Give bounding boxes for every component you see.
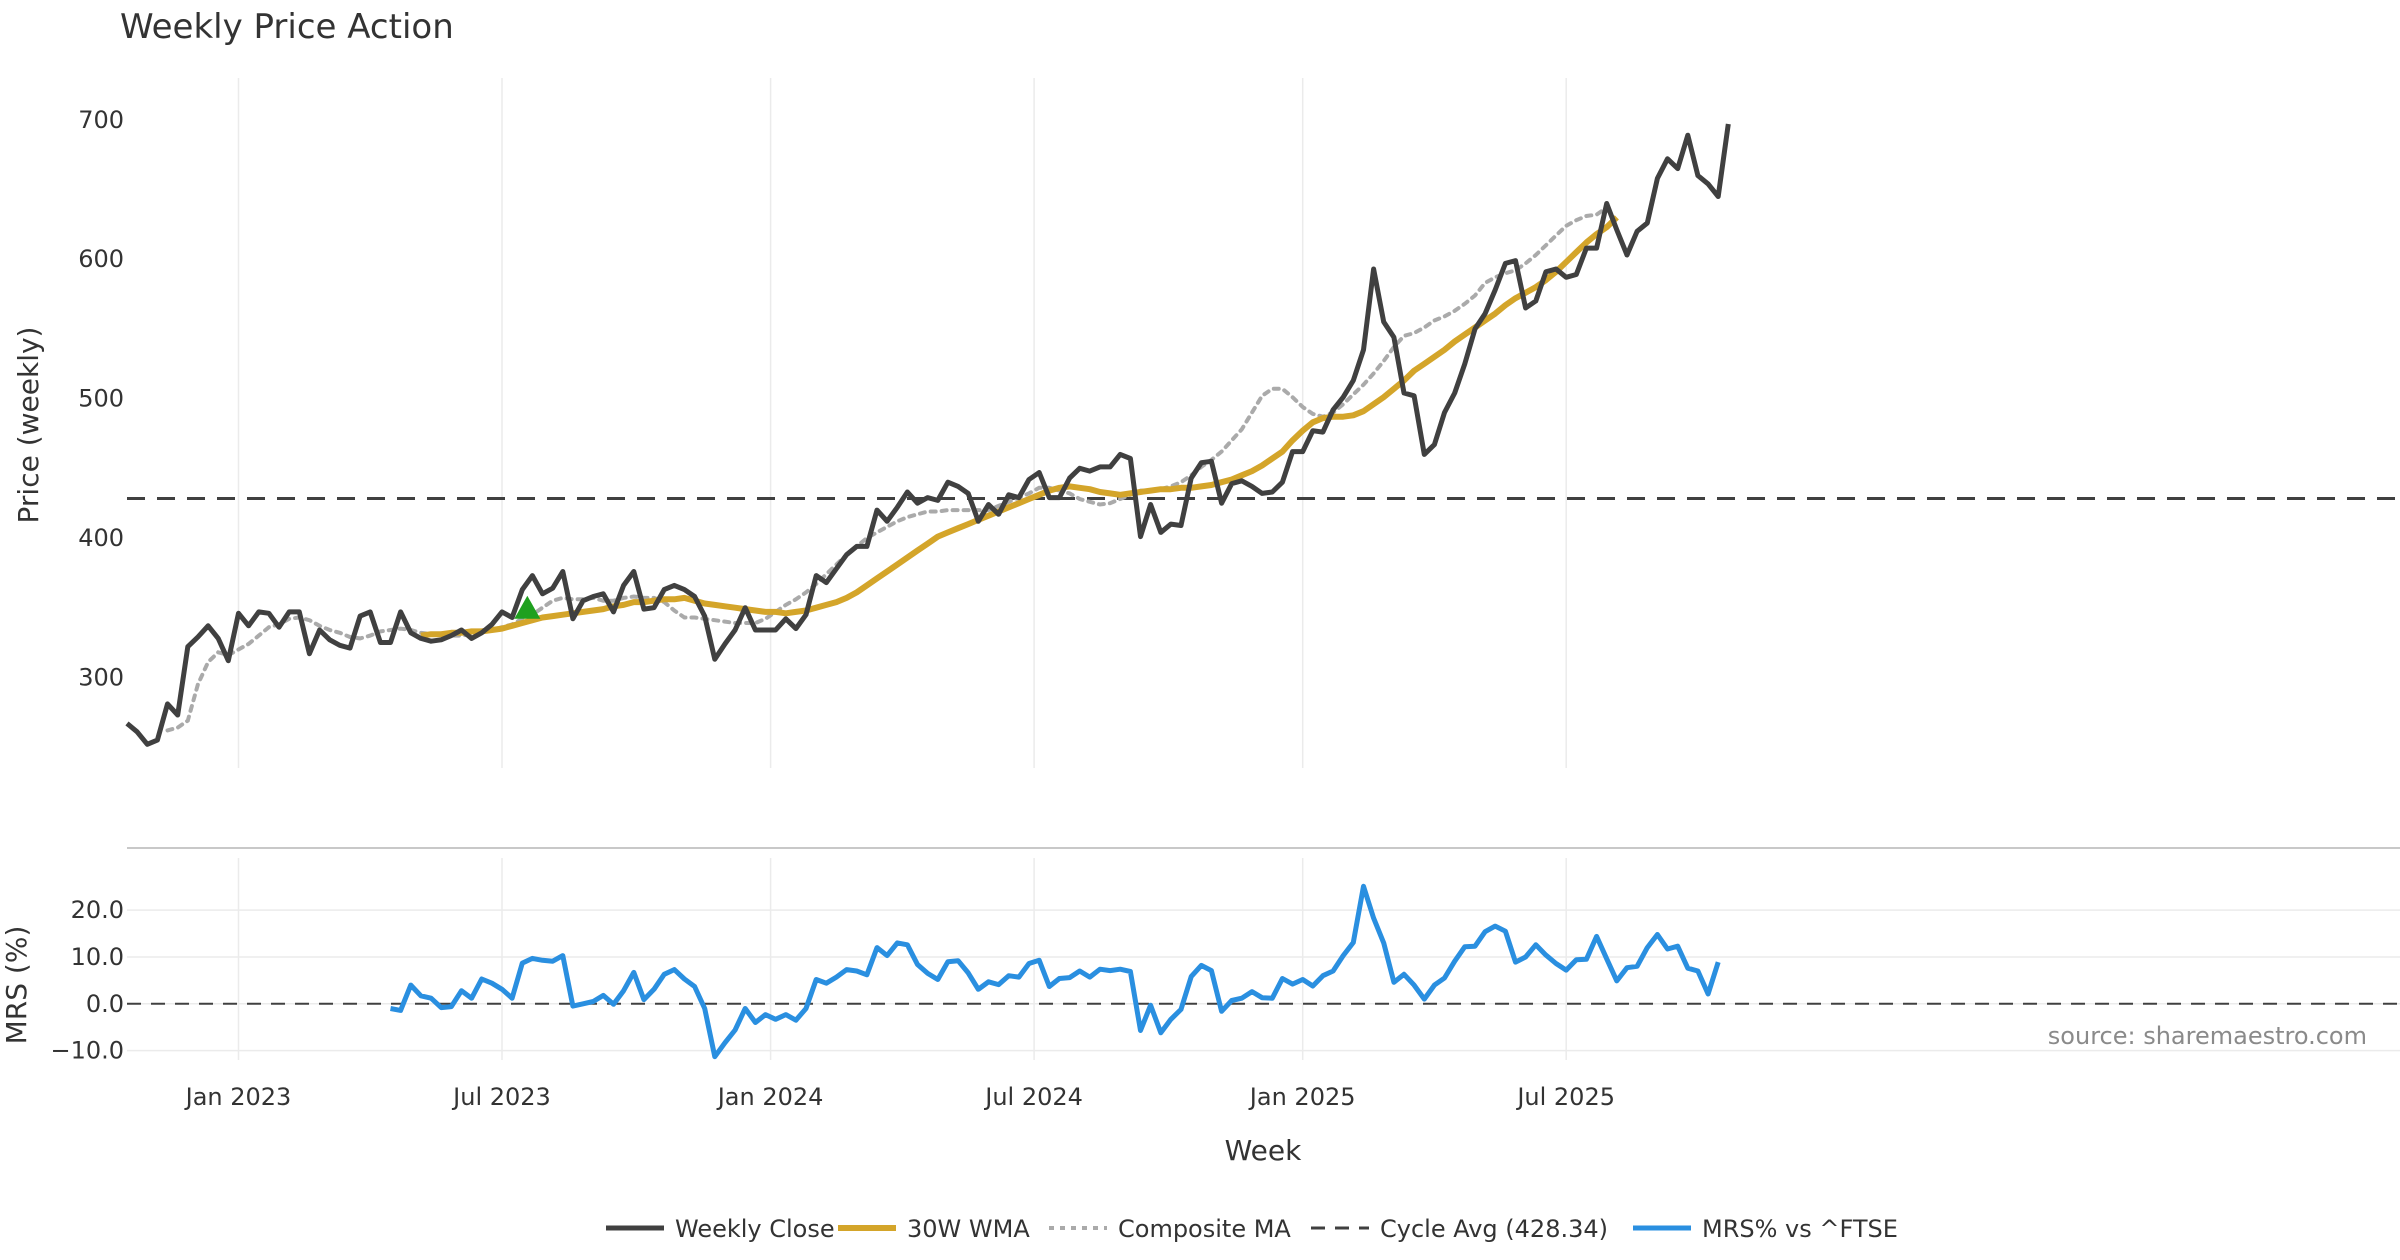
- price-y-axis-label: Price (weekly): [12, 327, 45, 524]
- x-tick-label: Jan 2025: [1248, 1083, 1356, 1111]
- price-y-tick-label: 700: [78, 106, 124, 134]
- price-panel: 300 400 500 600 700 Price (weekly): [12, 78, 2400, 768]
- price-gridlines: [237, 78, 1567, 768]
- mrs-y-tick-label: 0.0: [86, 990, 124, 1018]
- x-axis-label: Week: [1225, 1134, 1302, 1167]
- legend-label-composite: Composite MA: [1118, 1215, 1291, 1243]
- mrs-y-tick-labels: −10.0 0.0 10.0 20.0: [50, 896, 124, 1064]
- legend: Weekly Close 30W WMA Composite MA Cycle Avg…: [606, 1215, 1898, 1243]
- mrs-series-line: [390, 883, 1721, 1060]
- price-y-tick-label: 400: [78, 524, 124, 552]
- x-tick-label: Jul 2023: [451, 1083, 551, 1111]
- legend-label-mrs: MRS% vs ^FTSE: [1702, 1215, 1898, 1243]
- mrs-gridlines: [127, 858, 2400, 1060]
- price-series: [125, 123, 1731, 747]
- x-tick-label: Jan 2023: [184, 1083, 292, 1111]
- price-y-tick-labels: 300 400 500 600 700: [78, 106, 124, 692]
- mrs-panel: −10.0 0.0 10.0 20.0 MRS (%) source: sharema…: [0, 847, 2400, 1065]
- mrs-series: [390, 883, 1721, 1060]
- legend-label-wma: 30W WMA: [907, 1215, 1030, 1243]
- mrs-y-tick-label: 10.0: [71, 943, 124, 971]
- source-note: source: sharemaestro.com: [2048, 1022, 2367, 1050]
- mrs-y-tick-label: 20.0: [71, 896, 124, 924]
- close-series-line: [125, 123, 1731, 747]
- composite-series-line: [165, 205, 1609, 733]
- mrs-y-tick-label: −10.0: [50, 1037, 124, 1065]
- price-y-tick-label: 300: [78, 663, 124, 691]
- price-y-tick-label: 600: [78, 245, 124, 273]
- price-y-tick-label: 500: [78, 385, 124, 413]
- x-tick-label: Jan 2024: [716, 1083, 824, 1111]
- mrs-y-axis-label: MRS (%): [0, 926, 33, 1045]
- wma-series-line: [420, 215, 1619, 639]
- legend-label-close: Weekly Close: [675, 1215, 835, 1243]
- buy-signal-marker: [514, 595, 541, 619]
- x-tick-label: Jul 2024: [983, 1083, 1083, 1111]
- legend-label-cycle: Cycle Avg (428.34): [1380, 1215, 1608, 1243]
- x-tick-label: Jul 2025: [1515, 1083, 1615, 1111]
- x-tick-labels: Jan 2023 Jul 2023 Jan 2024 Jul 2024 Jan 2025…: [184, 1083, 1615, 1111]
- chart-title: Weekly Price Action: [120, 7, 454, 47]
